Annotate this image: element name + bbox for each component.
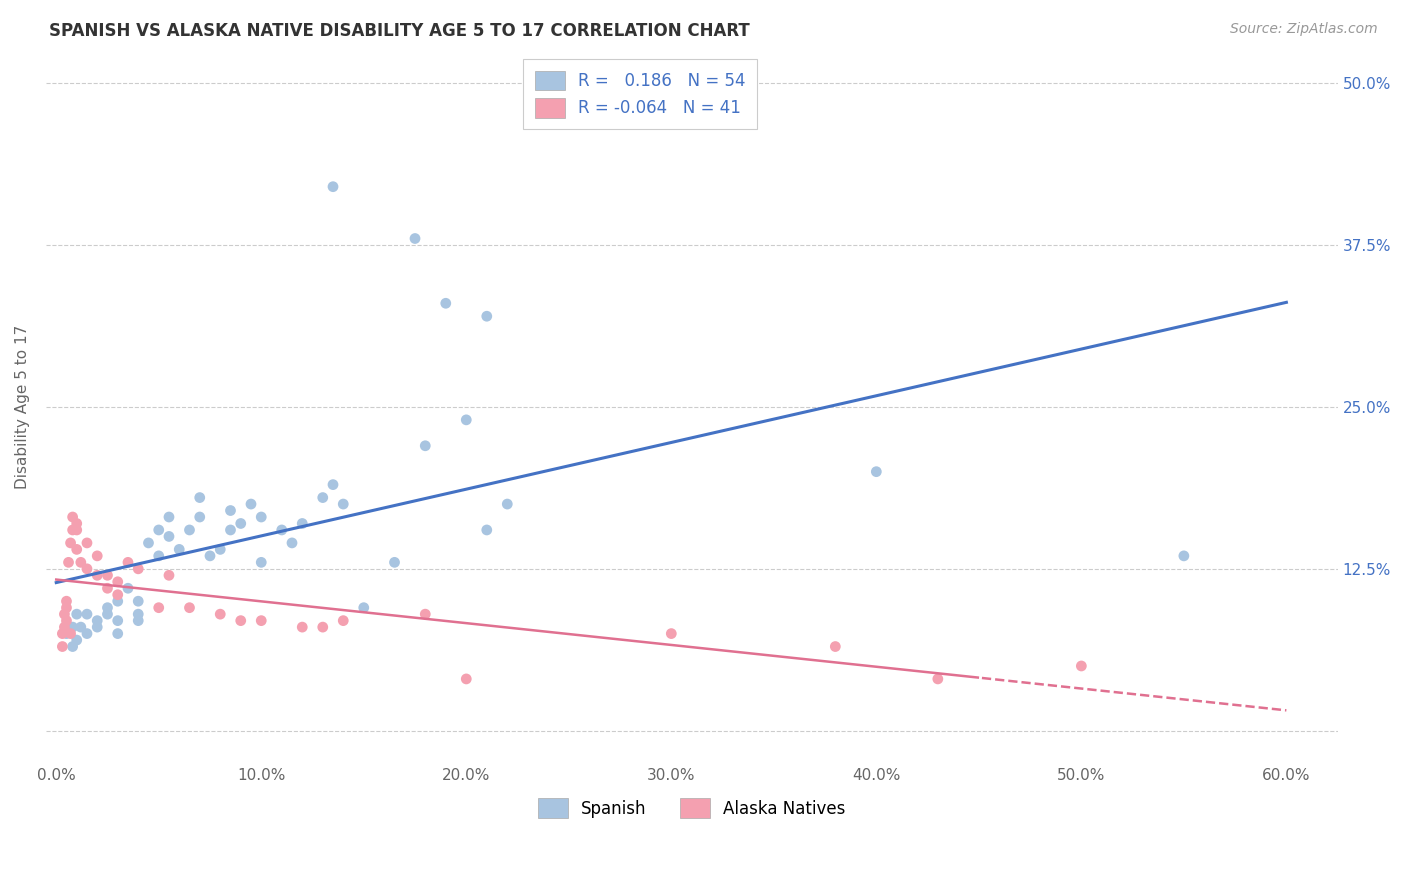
Point <box>127 594 149 608</box>
Point <box>117 581 139 595</box>
Point <box>62 620 84 634</box>
Point <box>76 562 98 576</box>
Point <box>229 516 252 531</box>
Point <box>55 600 77 615</box>
Point <box>69 620 91 634</box>
Point <box>96 581 118 595</box>
Point <box>291 620 314 634</box>
Y-axis label: Disability Age 5 to 17: Disability Age 5 to 17 <box>15 325 30 489</box>
Point <box>76 626 98 640</box>
Point <box>312 491 335 505</box>
Point <box>51 626 73 640</box>
Point <box>456 672 478 686</box>
Point <box>250 510 273 524</box>
Point <box>475 310 498 324</box>
Point <box>198 549 221 563</box>
Point <box>55 594 77 608</box>
Point <box>322 477 344 491</box>
Point <box>86 549 108 563</box>
Point <box>96 607 118 622</box>
Point <box>66 542 89 557</box>
Point <box>66 607 89 622</box>
Point <box>456 413 478 427</box>
Text: Source: ZipAtlas.com: Source: ZipAtlas.com <box>1230 22 1378 37</box>
Point <box>86 614 108 628</box>
Point <box>270 523 292 537</box>
Point <box>188 491 211 505</box>
Point <box>496 497 519 511</box>
Point <box>62 640 84 654</box>
Point <box>157 568 180 582</box>
Point <box>107 594 129 608</box>
Point <box>475 523 498 537</box>
Point <box>353 600 375 615</box>
Point <box>659 626 682 640</box>
Point <box>413 439 436 453</box>
Point <box>62 510 84 524</box>
Point <box>62 523 84 537</box>
Point <box>209 607 232 622</box>
Point <box>219 523 242 537</box>
Point <box>58 555 80 569</box>
Point <box>127 562 149 576</box>
Point <box>107 588 129 602</box>
Point <box>434 296 457 310</box>
Point <box>157 510 180 524</box>
Point <box>167 542 190 557</box>
Point <box>127 614 149 628</box>
Point <box>66 633 89 648</box>
Point <box>55 626 77 640</box>
Point <box>117 555 139 569</box>
Point <box>86 620 108 634</box>
Point <box>66 516 89 531</box>
Point <box>59 536 82 550</box>
Point <box>1070 659 1092 673</box>
Point <box>865 465 887 479</box>
Point <box>76 607 98 622</box>
Point <box>291 516 314 531</box>
Point <box>148 600 170 615</box>
Point <box>138 536 160 550</box>
Point <box>250 614 273 628</box>
Point <box>312 620 335 634</box>
Point <box>107 614 129 628</box>
Point <box>179 600 201 615</box>
Point <box>76 536 98 550</box>
Point <box>240 497 263 511</box>
Point <box>209 542 232 557</box>
Point <box>322 179 344 194</box>
Point <box>219 503 242 517</box>
Point <box>332 614 354 628</box>
Point <box>127 607 149 622</box>
Point <box>927 672 949 686</box>
Point <box>86 568 108 582</box>
Point <box>404 231 426 245</box>
Point <box>59 626 82 640</box>
Point <box>148 549 170 563</box>
Point <box>384 555 406 569</box>
Point <box>51 640 73 654</box>
Point <box>148 523 170 537</box>
Point <box>53 620 76 634</box>
Point <box>229 614 252 628</box>
Point <box>157 529 180 543</box>
Point <box>107 626 129 640</box>
Point <box>281 536 304 550</box>
Point <box>1173 549 1195 563</box>
Point <box>332 497 354 511</box>
Legend: Spanish, Alaska Natives: Spanish, Alaska Natives <box>530 790 853 826</box>
Point <box>188 510 211 524</box>
Point <box>824 640 846 654</box>
Point <box>53 607 76 622</box>
Point <box>66 523 89 537</box>
Point <box>55 614 77 628</box>
Point <box>413 607 436 622</box>
Point <box>69 555 91 569</box>
Point <box>96 568 118 582</box>
Point <box>179 523 201 537</box>
Point <box>250 555 273 569</box>
Text: SPANISH VS ALASKA NATIVE DISABILITY AGE 5 TO 17 CORRELATION CHART: SPANISH VS ALASKA NATIVE DISABILITY AGE … <box>49 22 749 40</box>
Point <box>96 600 118 615</box>
Point <box>107 574 129 589</box>
